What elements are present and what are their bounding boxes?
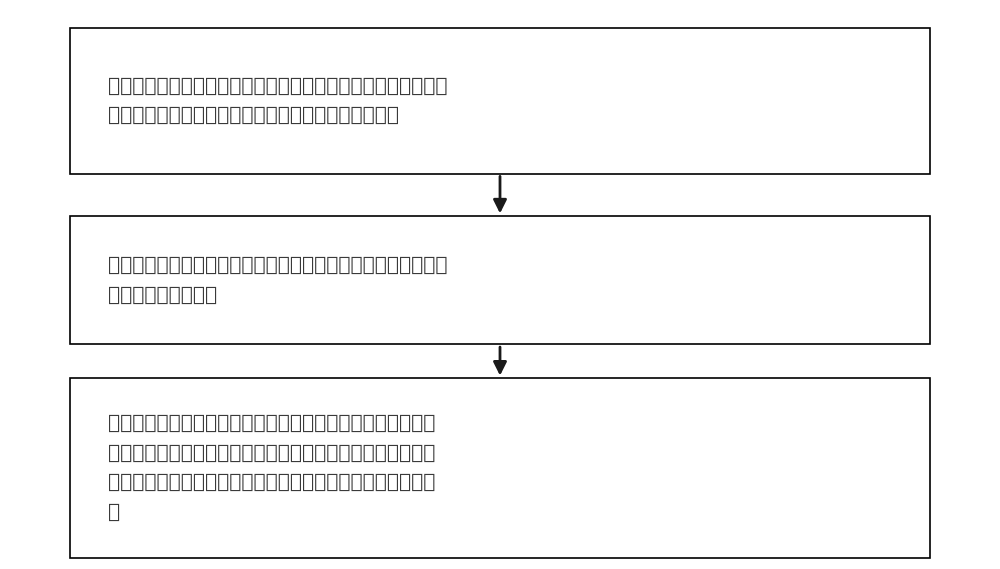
- FancyBboxPatch shape: [70, 378, 930, 558]
- FancyBboxPatch shape: [70, 28, 930, 174]
- Text: 根据每个校准周期中每个检测点链路的存在信息，确定每个检测
节点链路的存在活动: 根据每个校准周期中每个检测点链路的存在信息，确定每个检测 节点链路的存在活动: [108, 256, 448, 304]
- Text: 基于在校准窗口中的多个检测节点链路的存在活动来识别静态
节点，该校准窗口包括多个校准周期的子集；并更新检测传输
管以将所标识的静态节点中的至少一个用于运动检测的: 基于在校准窗口中的多个检测节点链路的存在活动来识别静态 节点，该校准窗口包括多个…: [108, 414, 435, 522]
- FancyBboxPatch shape: [70, 216, 930, 344]
- Text: 所述方法包括：通过运动检测传输管道的检测点，获得多个检测
节点链路的存在信息，以多个校准周期获得的存在信息: 所述方法包括：通过运动检测传输管道的检测点，获得多个检测 节点链路的存在信息，以…: [108, 77, 448, 125]
